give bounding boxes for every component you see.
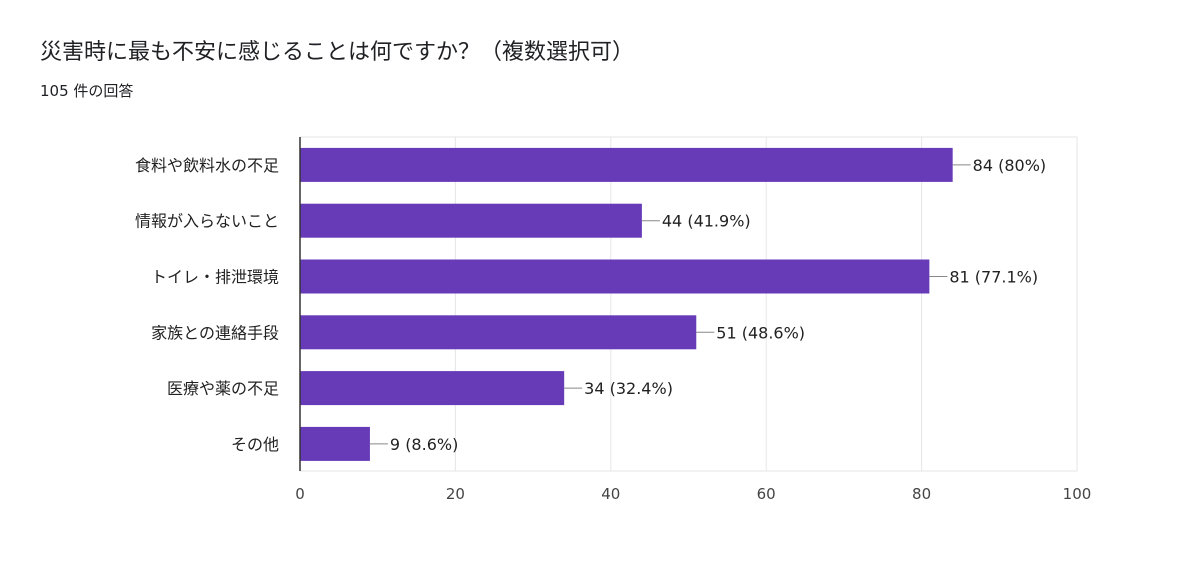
grid-lines bbox=[300, 136, 1078, 472]
data-label: 9 (8.6%) bbox=[390, 435, 458, 454]
bar bbox=[300, 259, 930, 294]
category-label: 医療や薬の不足 bbox=[167, 379, 279, 398]
bar bbox=[300, 371, 565, 406]
bar bbox=[300, 147, 953, 182]
question-title: 災害時に最も不安に感じることは何ですか？（複数選択可） bbox=[40, 40, 635, 65]
x-tick-label: 100 bbox=[1063, 485, 1092, 503]
category-label: その他 bbox=[231, 435, 279, 454]
category-label: トイレ・排泄環境 bbox=[151, 268, 279, 287]
x-tick-label: 80 bbox=[912, 485, 931, 503]
data-label: 84 (80%) bbox=[973, 156, 1046, 175]
data-label: 34 (32.4%) bbox=[584, 379, 673, 398]
bar bbox=[300, 426, 370, 461]
bar bbox=[300, 203, 642, 238]
x-tick-label: 20 bbox=[446, 485, 465, 503]
data-label: 44 (41.9%) bbox=[662, 212, 751, 231]
bars bbox=[300, 147, 953, 461]
labels: 0 20 40 60 80 100 食料や飲料水の不足 84 (80%) 情報が入らないこと 44… bbox=[135, 156, 1091, 503]
x-tick-label: 40 bbox=[601, 485, 620, 503]
category-label: 情報が入らないこと bbox=[135, 212, 279, 231]
data-label: 51 (48.6%) bbox=[716, 323, 805, 342]
category-label: 家族との連絡手段 bbox=[151, 323, 279, 342]
category-label: 食料や飲料水の不足 bbox=[135, 156, 279, 175]
x-tick-label: 0 bbox=[295, 485, 305, 503]
bar bbox=[300, 315, 697, 350]
x-tick-label: 60 bbox=[757, 485, 776, 503]
data-label: 81 (77.1%) bbox=[949, 268, 1038, 287]
response-count: 105 件の回答 bbox=[40, 82, 134, 100]
